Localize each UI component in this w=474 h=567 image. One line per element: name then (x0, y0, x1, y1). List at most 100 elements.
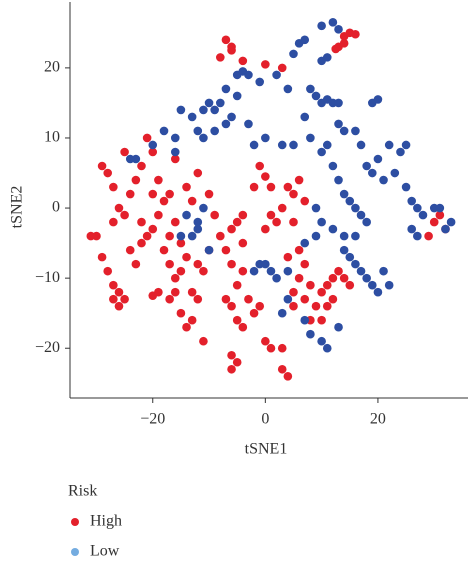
point (396, 147, 405, 157)
point (120, 147, 129, 157)
point (148, 224, 158, 234)
point (232, 357, 242, 367)
point (300, 196, 310, 206)
point (97, 252, 107, 262)
point (199, 266, 208, 276)
point (277, 364, 287, 374)
point (142, 133, 152, 143)
point (114, 301, 124, 311)
point (300, 238, 310, 248)
x-tick-label: 20 (370, 411, 386, 428)
point (300, 294, 310, 304)
point (289, 189, 298, 199)
point (266, 343, 276, 353)
point (249, 140, 259, 150)
point (176, 266, 186, 276)
point (249, 266, 259, 276)
point (322, 301, 332, 311)
point (261, 224, 270, 234)
point (193, 224, 203, 234)
point (193, 217, 203, 227)
point (199, 336, 208, 346)
point (294, 245, 304, 255)
point (334, 98, 343, 108)
point (277, 343, 287, 353)
point (435, 210, 445, 220)
point (351, 231, 360, 241)
point (317, 147, 326, 157)
point (379, 266, 388, 276)
point (165, 259, 174, 269)
legend-marker (71, 548, 79, 556)
point (238, 322, 248, 332)
point (294, 273, 304, 283)
point (238, 238, 248, 248)
point (210, 126, 219, 136)
point (311, 91, 321, 101)
point (407, 196, 417, 206)
point (193, 126, 203, 136)
point (373, 95, 383, 104)
point (339, 39, 349, 48)
point (401, 182, 411, 192)
legend-marker (71, 518, 79, 526)
point (131, 259, 141, 269)
point (407, 224, 417, 234)
legend-label: High (90, 513, 122, 530)
point (283, 371, 293, 381)
legend-title: Risk (68, 483, 97, 500)
point (266, 210, 276, 220)
point (261, 172, 270, 181)
point (331, 44, 341, 54)
point (317, 315, 326, 325)
point (221, 119, 231, 129)
point (238, 56, 248, 66)
point (367, 280, 377, 290)
y-axis-label: tSNE2 (9, 186, 26, 229)
point (413, 203, 422, 213)
point (97, 161, 107, 171)
point (114, 203, 124, 213)
point (283, 182, 293, 192)
point (255, 161, 265, 171)
point (193, 168, 203, 178)
x-tick-label: −20 (140, 411, 165, 428)
point (182, 210, 191, 220)
point (289, 49, 298, 59)
point (86, 231, 96, 241)
point (109, 182, 118, 192)
point (317, 217, 326, 227)
point (204, 189, 214, 199)
point (362, 161, 371, 171)
point (283, 84, 293, 94)
point (170, 147, 180, 157)
point (227, 259, 236, 269)
point (306, 133, 315, 143)
point (435, 203, 445, 213)
point (413, 231, 422, 241)
point (221, 35, 231, 45)
point (322, 343, 332, 353)
point (120, 294, 129, 304)
point (182, 182, 191, 192)
point (289, 287, 298, 297)
point (362, 217, 371, 227)
point (339, 273, 349, 283)
point (125, 154, 135, 164)
point (277, 63, 287, 73)
point (255, 301, 265, 311)
point (176, 308, 186, 318)
point (187, 196, 197, 206)
point (362, 273, 371, 283)
point (311, 231, 321, 241)
point (199, 133, 208, 143)
point (137, 217, 146, 227)
point (154, 175, 163, 185)
y-tick-label: 0 (52, 199, 60, 216)
point (148, 291, 158, 300)
point (187, 231, 197, 241)
point (334, 322, 343, 332)
point (339, 189, 349, 199)
point (328, 224, 338, 234)
